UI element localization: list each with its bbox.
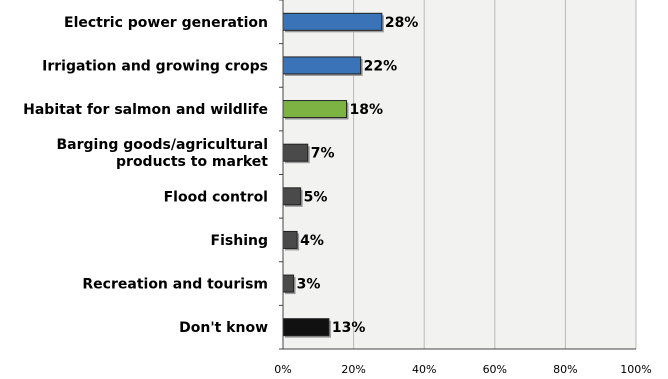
category-label: Fishing (211, 233, 268, 249)
plot-area (283, 0, 636, 349)
x-tick-label: 20% (341, 363, 365, 376)
bar (282, 143, 309, 162)
bar (282, 56, 362, 75)
value-label: 28% (385, 15, 419, 31)
category-label: Habitat for salmon and wildlife (23, 102, 268, 118)
category-label: Irrigation and growing crops (42, 58, 268, 74)
x-tick-label: 60% (483, 363, 507, 376)
x-tick-label: 80% (553, 363, 577, 376)
x-tick-label: 0% (274, 363, 291, 376)
category-label: Recreation and tourism (82, 277, 268, 293)
bar (282, 230, 298, 249)
x-tick-label: 40% (412, 363, 436, 376)
value-label: 7% (311, 146, 335, 162)
bar (282, 274, 295, 293)
bar (282, 100, 348, 119)
x-axis: 0% 20% 40% 60% 80% 100% (274, 363, 651, 376)
category-labels: Electric power generation Irrigation and … (23, 15, 268, 336)
value-label: 18% (350, 102, 384, 118)
x-tick-label: 100% (620, 363, 651, 376)
category-label: Flood control (164, 189, 268, 205)
category-label: Barging goods/agricultural products to ma… (57, 137, 269, 170)
bar (282, 187, 302, 206)
value-label: 3% (297, 277, 321, 293)
value-labels: 28% 22% 18% 7% 5% 4% 3% 13% (297, 15, 419, 336)
value-label: 22% (364, 58, 398, 74)
value-label: 5% (304, 189, 328, 205)
bar (282, 318, 330, 337)
category-label: Electric power generation (64, 15, 268, 31)
bar (282, 12, 383, 31)
value-label: 13% (332, 320, 366, 336)
y-axis (279, 0, 636, 350)
plot-background (283, 0, 636, 349)
category-label: Don't know (179, 320, 268, 336)
bars (282, 12, 384, 338)
gridlines (353, 0, 637, 349)
value-label: 4% (300, 233, 324, 249)
